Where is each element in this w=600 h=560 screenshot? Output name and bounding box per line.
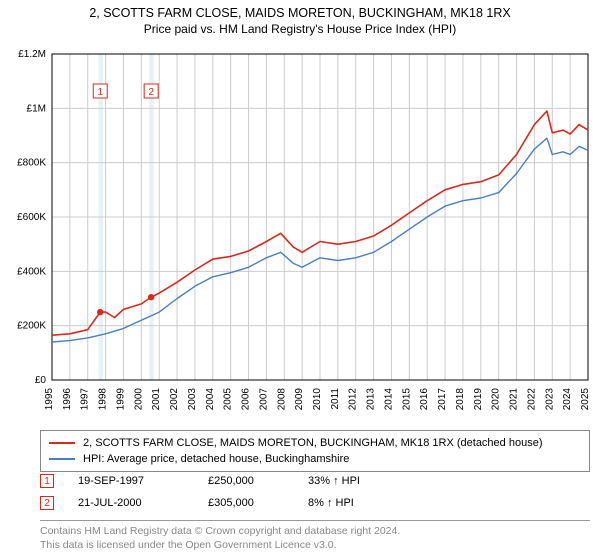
svg-text:2013: 2013 bbox=[366, 388, 377, 411]
svg-text:£1.2M: £1.2M bbox=[18, 49, 46, 60]
svg-text:2001: 2001 bbox=[151, 388, 162, 411]
svg-text:£800K: £800K bbox=[17, 158, 46, 169]
legend-box: 2, SCOTTS FARM CLOSE, MAIDS MORETON, BUC… bbox=[40, 430, 590, 472]
sale-price-2: £305,000 bbox=[208, 497, 308, 509]
svg-text:2020: 2020 bbox=[491, 388, 502, 411]
legend-row-hpi: HPI: Average price, detached house, Buck… bbox=[49, 451, 581, 467]
legend-swatch-hpi bbox=[49, 458, 75, 460]
sale-marker-2: 2 bbox=[40, 496, 54, 510]
svg-text:£1M: £1M bbox=[27, 103, 46, 114]
svg-text:2012: 2012 bbox=[348, 388, 359, 411]
svg-text:2017: 2017 bbox=[437, 388, 448, 411]
svg-text:2004: 2004 bbox=[205, 388, 216, 411]
legend-label-property: 2, SCOTTS FARM CLOSE, MAIDS MORETON, BUC… bbox=[83, 437, 542, 449]
svg-text:2023: 2023 bbox=[544, 388, 555, 411]
sale-date-1: 19-SEP-1997 bbox=[78, 475, 208, 487]
legend-swatch-property bbox=[49, 442, 75, 444]
svg-text:2021: 2021 bbox=[509, 388, 520, 411]
svg-text:£0: £0 bbox=[35, 375, 47, 386]
svg-text:2014: 2014 bbox=[383, 388, 394, 411]
footer-attribution: Contains HM Land Registry data © Crown c… bbox=[40, 520, 590, 552]
legend-label-hpi: HPI: Average price, detached house, Buck… bbox=[83, 453, 349, 465]
svg-text:2003: 2003 bbox=[187, 388, 198, 411]
svg-text:1998: 1998 bbox=[98, 388, 109, 411]
title-block: 2, SCOTTS FARM CLOSE, MAIDS MORETON, BUC… bbox=[0, 0, 600, 38]
svg-text:1995: 1995 bbox=[44, 388, 55, 411]
svg-text:2018: 2018 bbox=[455, 388, 466, 411]
sale-pct-1: 33% ↑ HPI bbox=[308, 475, 408, 487]
title-line-2: Price paid vs. HM Land Registry's House … bbox=[0, 22, 600, 36]
svg-text:£200K: £200K bbox=[17, 321, 46, 332]
svg-text:2011: 2011 bbox=[330, 388, 341, 410]
chart-area: £0 £200K £400K £600K £800K £1M £1.2M 1995 1996 19… bbox=[6, 48, 594, 420]
svg-text:2006: 2006 bbox=[241, 388, 252, 411]
footer-line-1: Contains HM Land Registry data © Crown c… bbox=[40, 525, 590, 539]
svg-text:£400K: £400K bbox=[17, 266, 46, 277]
svg-text:2002: 2002 bbox=[169, 388, 180, 411]
svg-text:2009: 2009 bbox=[294, 388, 305, 411]
title-line-1: 2, SCOTTS FARM CLOSE, MAIDS MORETON, BUC… bbox=[0, 6, 600, 20]
svg-text:1999: 1999 bbox=[115, 388, 126, 411]
sales-block: 1 19-SEP-1997 £250,000 33% ↑ HPI 2 21-JU… bbox=[40, 470, 408, 514]
svg-text:1: 1 bbox=[97, 87, 103, 98]
svg-text:2: 2 bbox=[148, 87, 154, 98]
svg-text:2005: 2005 bbox=[223, 388, 234, 411]
svg-text:2008: 2008 bbox=[276, 388, 287, 411]
sale-row-2: 2 21-JUL-2000 £305,000 8% ↑ HPI bbox=[40, 492, 408, 514]
chart-container: 2, SCOTTS FARM CLOSE, MAIDS MORETON, BUC… bbox=[0, 0, 600, 560]
sale-marker-1: 1 bbox=[40, 474, 54, 488]
svg-text:1996: 1996 bbox=[62, 388, 73, 411]
svg-text:£600K: £600K bbox=[17, 212, 46, 223]
svg-text:2024: 2024 bbox=[562, 388, 573, 411]
sale-row-1: 1 19-SEP-1997 £250,000 33% ↑ HPI bbox=[40, 470, 408, 492]
line-chart-svg: £0 £200K £400K £600K £800K £1M £1.2M 1995 1996 19… bbox=[6, 48, 594, 420]
svg-text:2007: 2007 bbox=[258, 388, 269, 411]
svg-text:2025: 2025 bbox=[580, 388, 591, 411]
sale-price-1: £250,000 bbox=[208, 475, 308, 487]
legend-row-property: 2, SCOTTS FARM CLOSE, MAIDS MORETON, BUC… bbox=[49, 435, 581, 451]
sale-date-2: 21-JUL-2000 bbox=[78, 497, 208, 509]
svg-text:2019: 2019 bbox=[473, 388, 484, 411]
svg-text:2015: 2015 bbox=[401, 388, 412, 411]
svg-text:2010: 2010 bbox=[312, 388, 323, 411]
sale-pct-2: 8% ↑ HPI bbox=[308, 497, 408, 509]
svg-text:2016: 2016 bbox=[419, 388, 430, 411]
footer-line-2: This data is licensed under the Open Gov… bbox=[40, 539, 590, 553]
svg-text:1997: 1997 bbox=[80, 388, 91, 411]
svg-text:2022: 2022 bbox=[526, 388, 537, 411]
svg-text:2000: 2000 bbox=[133, 388, 144, 411]
